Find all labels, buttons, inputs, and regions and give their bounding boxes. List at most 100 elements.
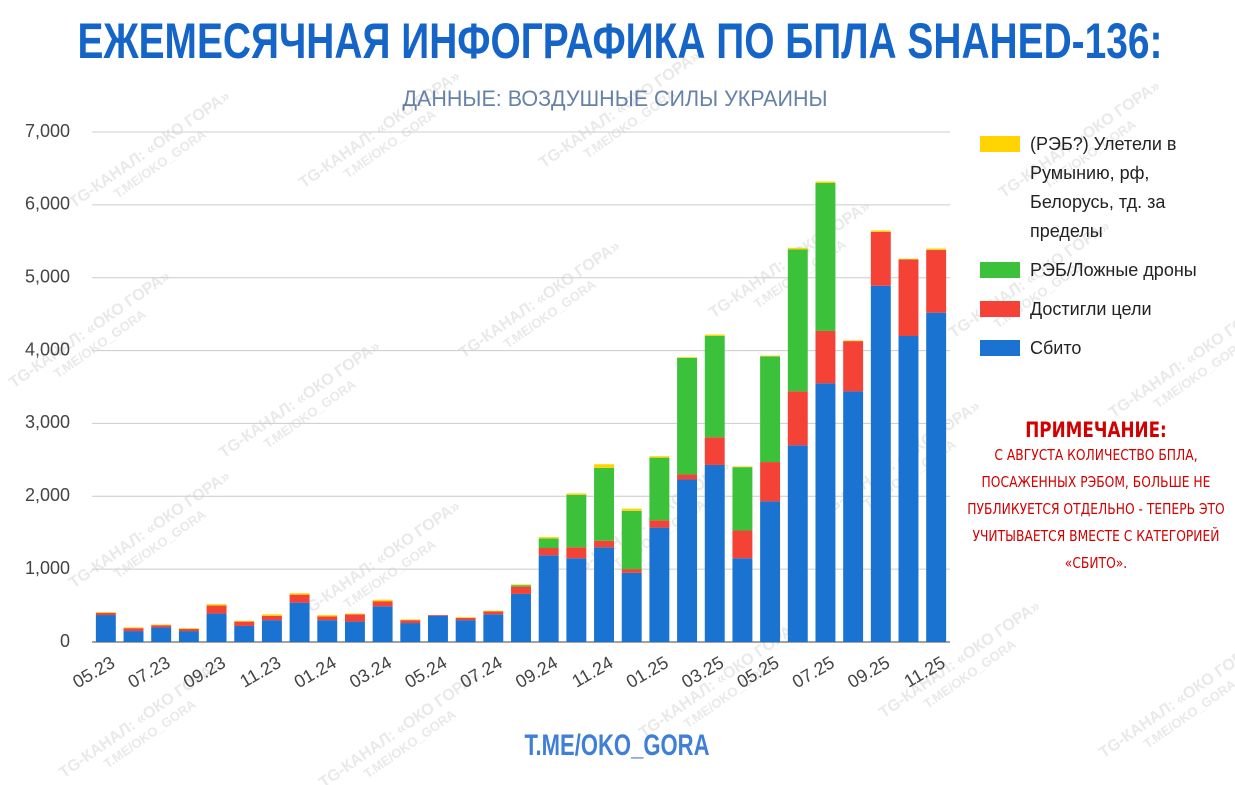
y-tick-label: 3,000 — [25, 412, 70, 432]
bar-segment — [704, 464, 725, 642]
bar-segment — [206, 604, 227, 606]
bar-segment — [317, 620, 338, 642]
bar-segment — [677, 479, 698, 642]
bar-segment — [455, 617, 476, 621]
bar-segment — [621, 510, 642, 570]
legend-item: (РЭБ?) Улетели в Румынию, рф, Белорусь, … — [980, 130, 1230, 246]
watermark-text: TG-КАНАЛ: «ОКО ГОРА» — [316, 668, 483, 785]
legend-label: РЭБ/Ложные дроны — [1030, 260, 1197, 280]
bar-segment — [289, 602, 310, 642]
bar-segment — [428, 615, 448, 616]
bar-segment — [372, 606, 393, 642]
bar-segment — [234, 620, 255, 622]
bar-segment — [344, 614, 365, 622]
y-tick-label: 5,000 — [25, 266, 70, 286]
chart-title: ЕЖЕМЕСЯЧНАЯ ИНФОГРАФИКА ПО БПЛА SHAHED-1… — [78, 13, 1163, 69]
bar-segment — [317, 616, 338, 621]
x-tick-label: 05.24 — [401, 652, 450, 692]
bar-segment — [123, 627, 144, 629]
bar-segment — [123, 628, 144, 632]
bar-segment — [649, 457, 670, 521]
bar-segment — [594, 547, 614, 642]
watermark: TG-КАНАЛ: «ОКО ГОРА»T.ME/OKO_GORA — [216, 338, 383, 462]
bar-segment — [621, 572, 642, 642]
note: ПРИМЕЧАНИЕ: С АВГУСТА КОЛИЧЕСТВО БПЛА, П… — [965, 418, 1227, 577]
bar-segment — [344, 621, 365, 642]
bar-segment — [123, 631, 144, 642]
bar-segment — [234, 625, 255, 642]
y-tick-label: 6,000 — [25, 194, 70, 214]
y-tick-label: 4,000 — [25, 339, 70, 359]
bar-segment — [261, 614, 282, 616]
bar-segment — [151, 627, 172, 642]
bar-segment — [511, 584, 531, 586]
bar-segment — [898, 336, 919, 642]
bar-segment — [732, 530, 753, 559]
bar-segment — [511, 586, 531, 594]
watermark: TG-КАНАЛ: «ОКО ГОРА»T.ME/OKO_GORA — [456, 238, 623, 362]
y-tick-label: 7,000 — [25, 121, 70, 141]
bar-segment — [926, 312, 947, 642]
bar-segment — [760, 355, 781, 357]
bar-segment — [483, 614, 504, 642]
bar-segment — [151, 625, 172, 628]
bar-segment — [870, 285, 891, 642]
bar-segment — [926, 250, 947, 313]
bar-segment — [372, 601, 393, 607]
bar-segment — [538, 538, 559, 549]
bar-segment — [649, 456, 670, 458]
bar-segment — [538, 555, 559, 642]
bar-segment — [594, 464, 614, 468]
bar-segment — [787, 249, 808, 392]
bar-segment — [870, 230, 891, 232]
bar-segment — [926, 248, 947, 251]
bar-segment — [594, 467, 614, 541]
bar-segment — [787, 391, 808, 446]
bar-segment — [760, 462, 781, 502]
x-tick-label: 09.23 — [180, 652, 229, 692]
watermark-text: TG-КАНАЛ: «ОКО ГОРА» — [456, 238, 623, 362]
x-tick-label: 01.24 — [291, 652, 340, 692]
watermark: TG-КАНАЛ: «ОКО ГОРА»T.ME/OKO_GORA — [66, 468, 233, 592]
watermark: TG-КАНАЛ: «ОКО ГОРА»T.ME/OKO_GORA — [296, 68, 463, 192]
bar-segment — [843, 340, 864, 342]
bar-segment — [566, 493, 587, 495]
bar-segment — [261, 615, 282, 621]
bar-segment — [843, 391, 864, 642]
bar-segment — [704, 334, 725, 336]
bar-segment — [621, 508, 642, 511]
x-tick-label: 09.25 — [844, 652, 893, 692]
bar-segment — [787, 247, 808, 250]
note-title: ПРИМЕЧАНИЕ: — [1025, 418, 1167, 442]
legend-item: РЭБ/Ложные дроны — [980, 256, 1230, 285]
bar-segment — [677, 474, 698, 480]
bar-segment — [815, 181, 836, 183]
bar-segment — [594, 540, 614, 548]
x-tick-label: 05.23 — [69, 652, 118, 692]
bar-segment — [760, 356, 781, 463]
bar-segment — [455, 620, 476, 642]
watermark-text: TG-КАНАЛ: «ОКО ГОРА» — [66, 468, 233, 592]
bar-segment — [704, 336, 725, 438]
bar-segment — [704, 437, 725, 465]
bar-segment — [289, 593, 310, 595]
footer-link: T.ME/OKO_GORA — [525, 729, 710, 762]
y-tick-label: 0 — [60, 631, 70, 651]
bar-segment — [372, 599, 393, 602]
bar-segment — [344, 613, 365, 615]
bar-segment — [400, 619, 421, 621]
bar-segment — [898, 258, 919, 260]
bar-segment — [317, 615, 338, 617]
legend-item: Сбито — [980, 334, 1230, 363]
bar-segment — [95, 612, 116, 616]
watermark-text: TG-КАНАЛ: «ОКО ГОРА» — [216, 338, 383, 462]
x-tick-label: 11.23 — [236, 652, 284, 691]
bar-segment — [95, 615, 116, 642]
bar-segment — [677, 357, 698, 475]
bar-segment — [428, 615, 448, 642]
bar-segment — [732, 467, 753, 531]
bar-segment — [787, 445, 808, 642]
bar-segment — [511, 593, 531, 642]
bar-segment — [206, 613, 227, 642]
x-tick-label: 01.25 — [623, 652, 672, 692]
